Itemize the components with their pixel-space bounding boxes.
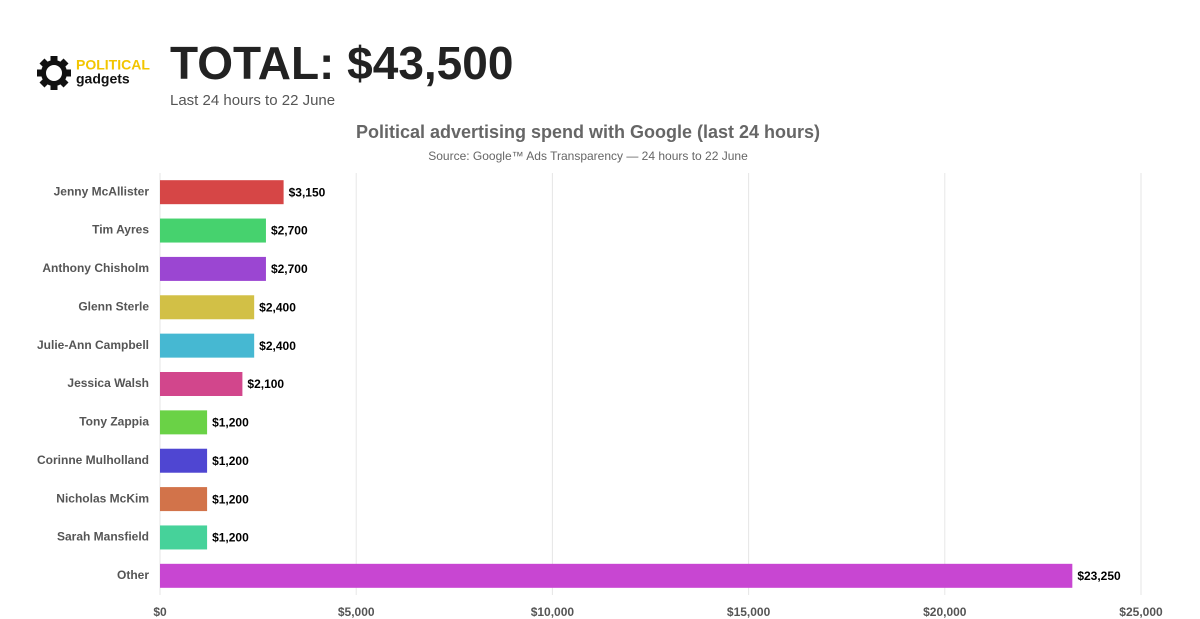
y-tick-label: Jessica Walsh [67,376,149,390]
bar [160,372,243,396]
logo-icon [37,56,71,90]
x-tick-label: $0 [153,605,167,619]
y-tick-label: Corinne Mulholland [37,453,149,467]
total: TOTAL: $43,500 [170,37,513,89]
bar [160,295,255,320]
value-label: $2,700 [271,224,308,238]
value-label: $2,400 [259,300,296,314]
value-label: $1,200 [212,454,249,468]
value-label: $23,250 [1077,569,1121,583]
y-tick-label: Glenn Sterle [78,299,149,313]
x-tick-label: $10,000 [531,605,575,619]
value-label: $2,700 [271,262,308,276]
y-tick-label: Other [117,568,149,582]
x-tick-label: $20,000 [923,605,967,619]
bar [160,256,266,281]
bar [160,180,284,205]
bar [160,563,1073,588]
y-tick-label: Jenny McAllister [54,184,150,198]
y-tick-label: Anthony Chisholm [42,261,149,275]
chart-subtitle: Source: Google™ Ads Transparency — 24 ho… [428,149,748,163]
logo-bottom: gadgets [76,71,130,87]
x-tick-label: $5,000 [338,605,375,619]
bar [160,487,208,512]
value-label: $3,150 [289,185,326,199]
bar [160,525,208,550]
y-tick-label: Tim Ayres [92,223,149,237]
bar [160,448,208,473]
y-tick-label: Nicholas McKim [56,491,149,505]
x-tick-label: $15,000 [727,605,771,619]
y-tick-label: Sarah Mansfield [57,530,149,544]
logo-top: POLITICAL [76,57,150,73]
period: Last 24 hours to 22 June [170,92,335,109]
chart-title: Political advertising spend with Google … [356,122,820,142]
bar [160,333,255,358]
y-tick-label: Tony Zappia [79,415,149,429]
value-label: $1,200 [212,531,249,545]
bar [160,410,208,435]
x-tick-label: $25,000 [1119,605,1163,619]
bar [160,218,266,243]
value-label: $2,400 [259,339,296,353]
value-label: $1,200 [212,416,249,430]
value-label: $2,100 [247,377,284,391]
y-tick-label: Julie-Ann Campbell [37,338,149,352]
value-label: $1,200 [212,492,249,506]
